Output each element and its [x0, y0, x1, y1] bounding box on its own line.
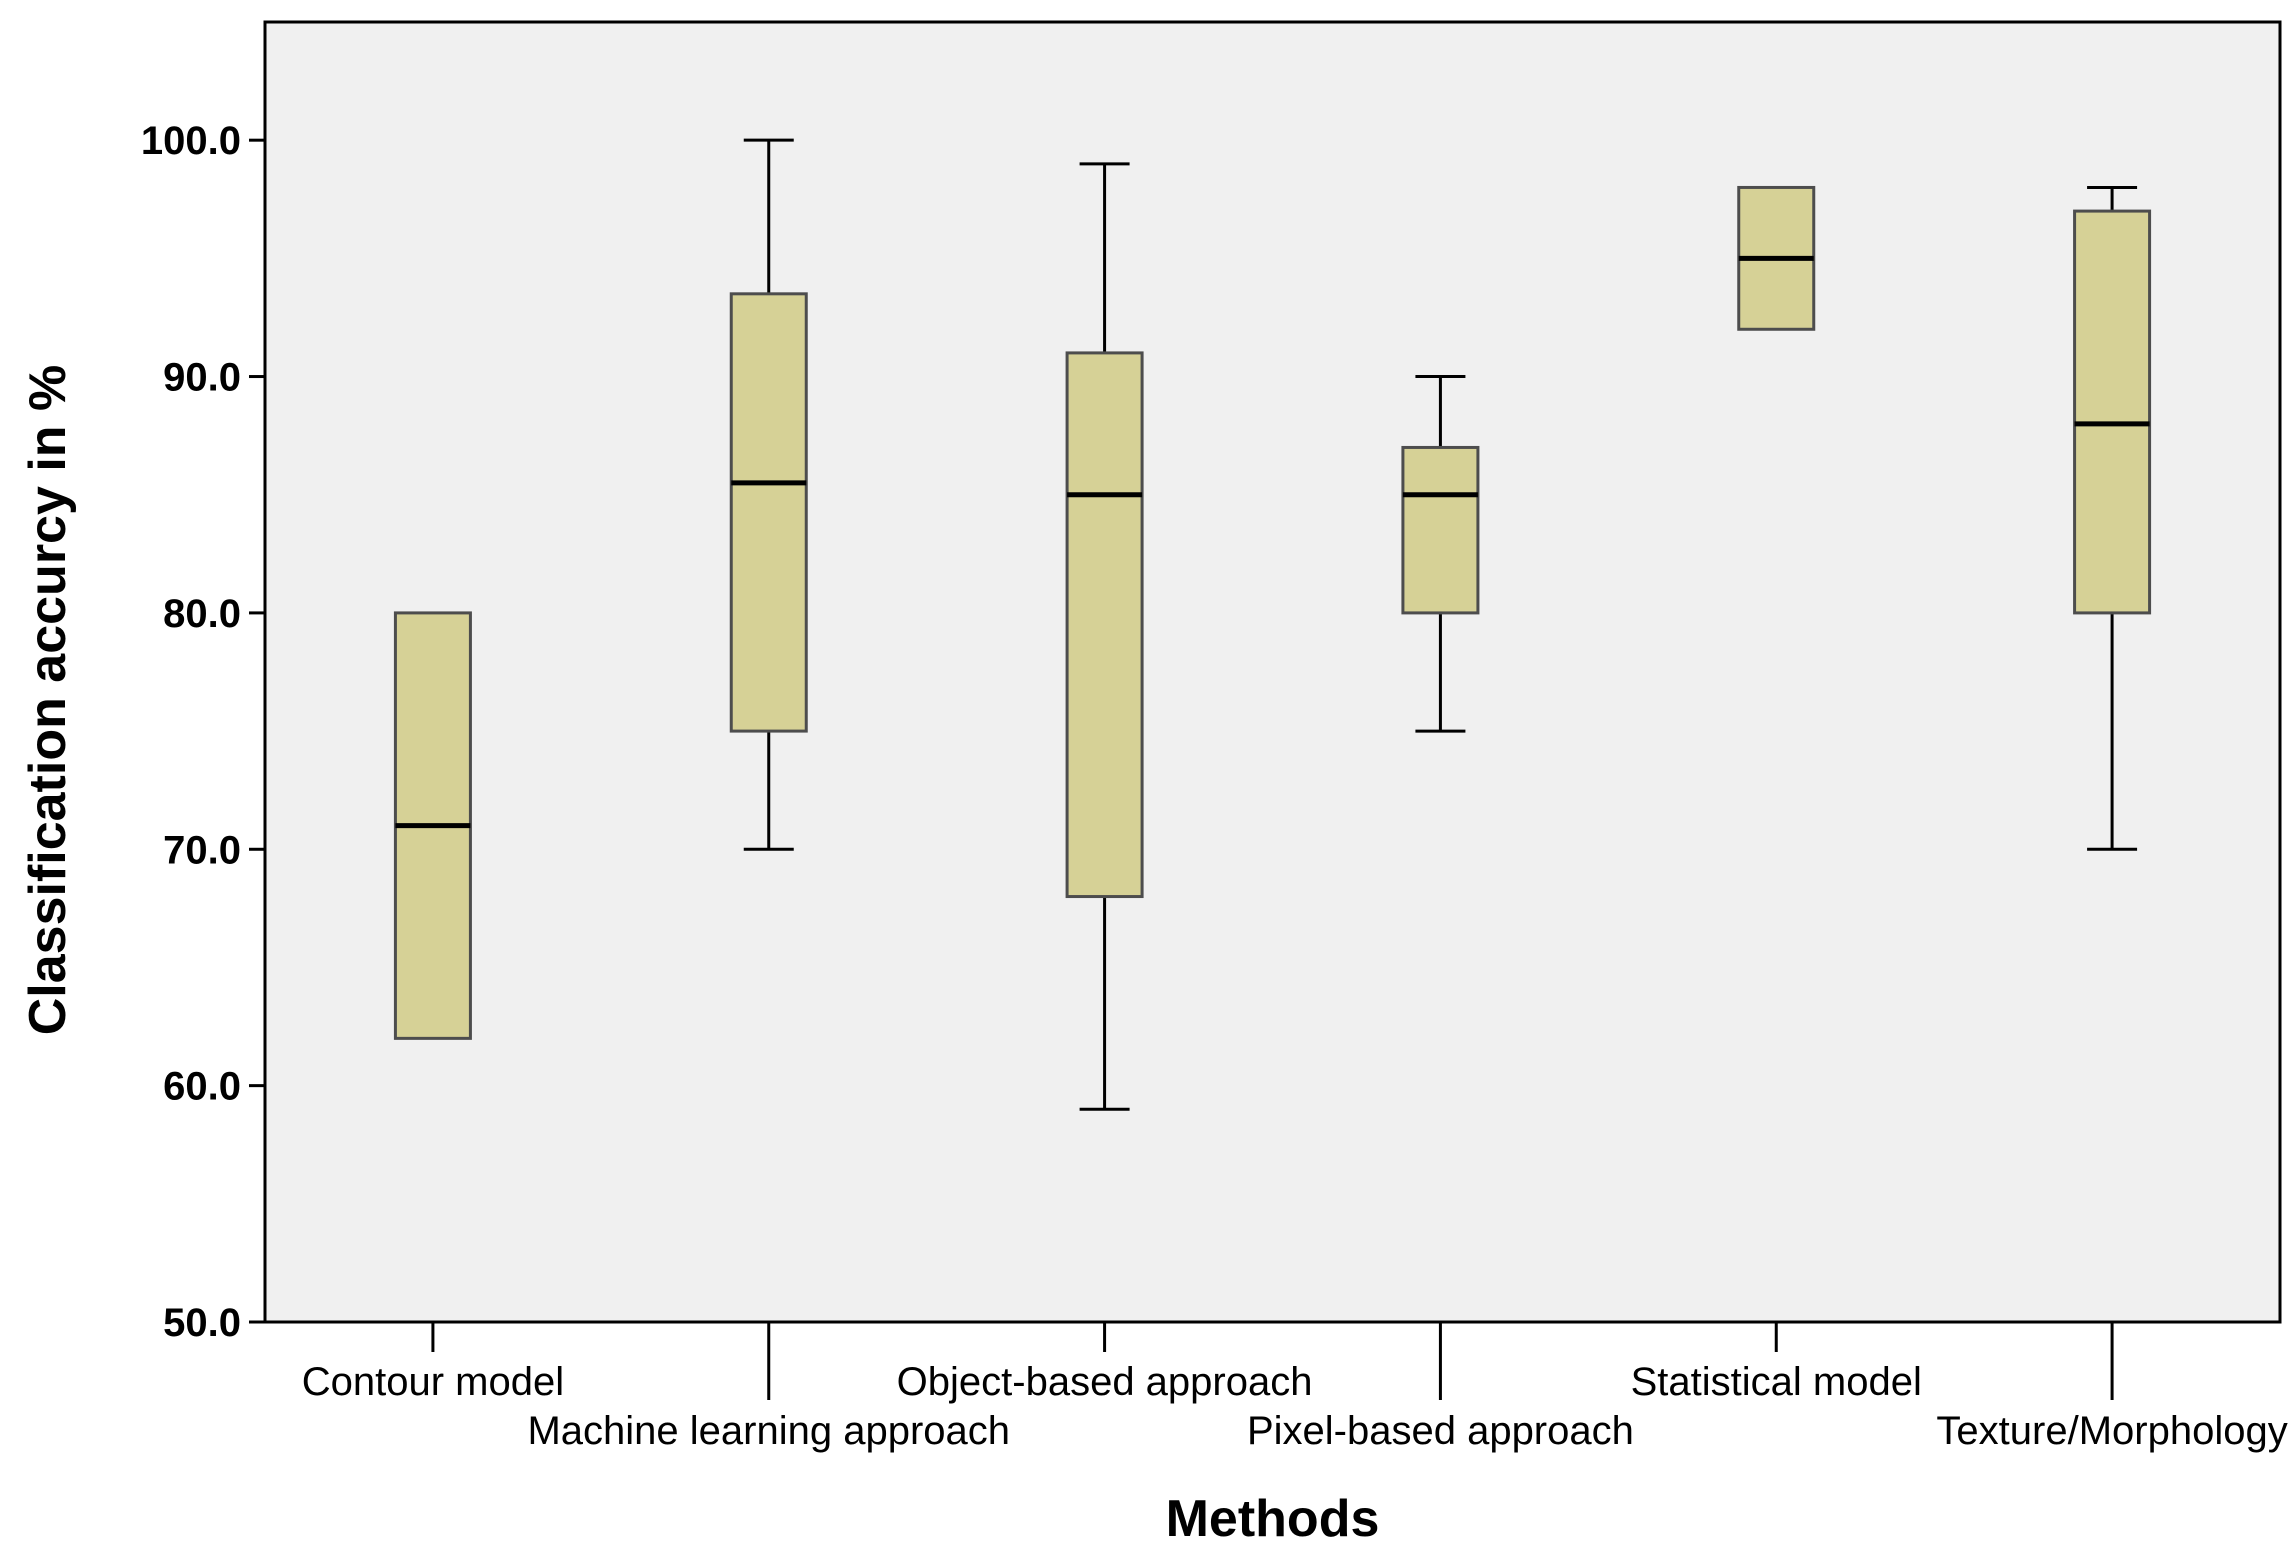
x-tick-label: Statistical model — [1631, 1360, 1922, 1404]
box-iqr — [2073, 209, 2152, 615]
box-2 — [729, 138, 808, 851]
y-tick-label: 80.0 — [163, 592, 241, 636]
box-1 — [393, 611, 472, 1040]
y-tick-label: 60.0 — [163, 1065, 241, 1109]
box-4 — [1401, 375, 1480, 733]
y-tick-label: 100.0 — [141, 119, 241, 163]
box-5 — [1737, 185, 1816, 331]
box-6 — [2073, 185, 2152, 851]
x-tick-label: Pixel-based approach — [1247, 1409, 1634, 1453]
box-iqr — [1065, 351, 1144, 899]
box-series — [393, 138, 2152, 1111]
x-axis-title: Methods — [1166, 1490, 1380, 1548]
box-iqr — [729, 292, 808, 733]
y-tick-label: 70.0 — [163, 828, 241, 872]
y-tick-label: 90.0 — [163, 356, 241, 400]
plot-area — [263, 20, 2282, 1324]
y-axis-title: Classification accurcy in % — [19, 365, 77, 1036]
box-iqr — [1401, 445, 1480, 615]
x-tick-label: Object-based approach — [897, 1360, 1313, 1404]
x-tick-label: Contour model — [302, 1360, 564, 1404]
x-tick-label: Machine learning approach — [527, 1409, 1010, 1453]
y-tick-label: 50.0 — [163, 1301, 241, 1345]
y-axis-ticks: 50.0 60.0 70.0 80.0 90.0 100.0 — [141, 119, 265, 1345]
x-axis-ticks: Contour model Machine learning approach Ob… — [302, 1322, 2288, 1453]
box-3 — [1065, 162, 1144, 1111]
x-tick-label: Texture/Morphology — [1936, 1409, 2287, 1453]
